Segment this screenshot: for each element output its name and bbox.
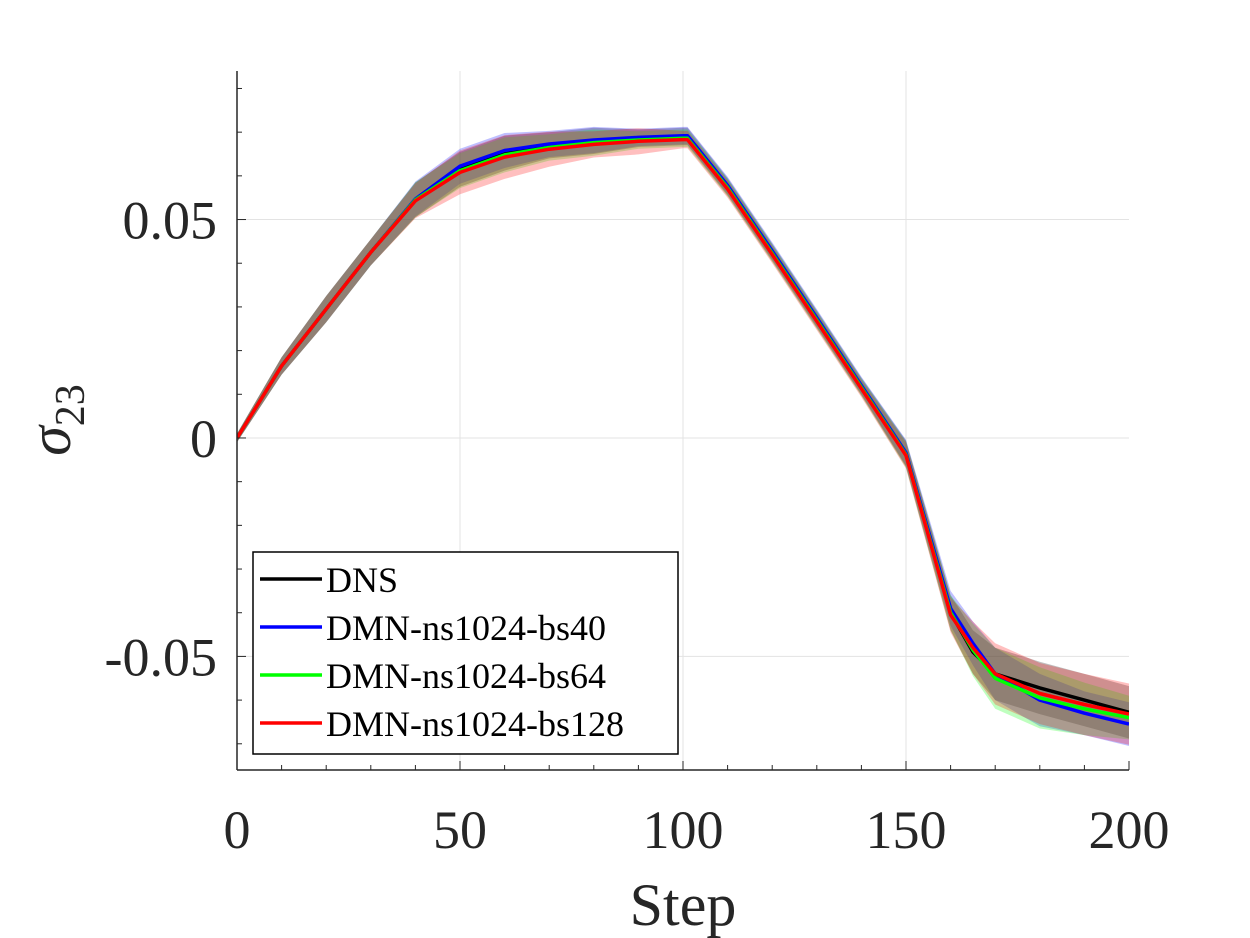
band-DMN-ns1024-bs128 (237, 128, 1129, 745)
x-tick-label: 100 (643, 800, 724, 860)
y-tick-label: 0 (190, 409, 217, 469)
x-axis-title: Step (630, 872, 737, 938)
y-axis-title-subscript: 23 (48, 384, 94, 426)
y-tick-label: 0.05 (123, 191, 218, 251)
legend-label: DMN-ns1024-bs64 (326, 656, 606, 696)
legend: DNS DMN-ns1024-bs40 DMN-ns1024-bs64 DMN-ns1… (252, 551, 679, 755)
svg-text:σ23: σ23 (17, 384, 94, 456)
line-DMN-ns1024-bs128 (237, 137, 1129, 716)
band-DNS (237, 127, 1129, 739)
axes (236, 71, 1130, 771)
y-axis-title-symbol: σ (17, 424, 83, 456)
tick-labels: 0 50 100 150 200 -0.05 0 0.05 (105, 191, 1170, 860)
y-axis-title: σ23 (17, 384, 94, 456)
legend-box (252, 551, 679, 755)
x-tick-label: 0 (224, 800, 251, 860)
legend-label: DMN-ns1024-bs40 (326, 608, 606, 648)
band-DMN-ns1024-bs40 (237, 126, 1129, 746)
x-tick-label: 50 (433, 800, 487, 860)
series-lines (237, 133, 1129, 726)
x-tick-label: 200 (1089, 800, 1170, 860)
y-tick-label: -0.05 (105, 627, 217, 687)
legend-label: DNS (326, 560, 398, 600)
confidence-bands (237, 126, 1129, 746)
band-DMN-ns1024-bs64 (237, 129, 1129, 740)
legend-label: DMN-ns1024-bs128 (326, 704, 624, 744)
x-tick-label: 150 (866, 800, 947, 860)
